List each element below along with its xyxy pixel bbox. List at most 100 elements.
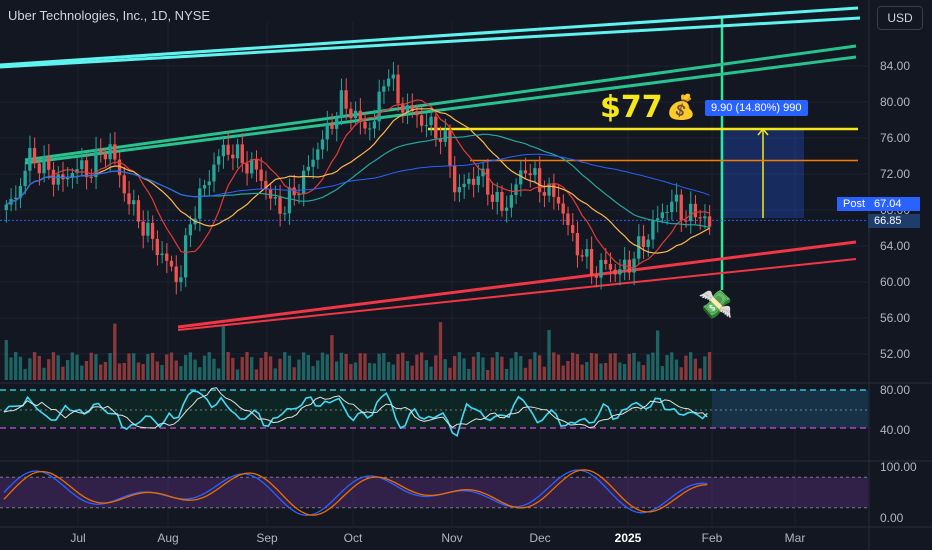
osc-signal-line — [3, 387, 708, 429]
candle-body — [183, 235, 188, 278]
volume-bar — [514, 352, 518, 380]
candle-body — [608, 263, 613, 270]
candle-body — [122, 175, 126, 194]
candle-body — [231, 154, 235, 159]
volume-bar — [254, 369, 259, 380]
volume-bar — [655, 330, 660, 380]
volume-bar — [434, 355, 438, 380]
candle-body — [528, 173, 532, 176]
candle-body — [278, 197, 282, 214]
candle-body — [42, 156, 46, 174]
volume-bar — [618, 362, 622, 380]
volume-bar — [495, 352, 499, 380]
volume-bar — [240, 357, 244, 380]
x-tick-label: 2025 — [615, 531, 642, 545]
currency-button[interactable]: USD — [877, 6, 923, 30]
volume-bar — [65, 360, 70, 380]
volume-bar — [183, 354, 188, 380]
candle-body — [330, 123, 334, 129]
volume-bar — [372, 363, 377, 380]
candle-body — [679, 194, 683, 221]
volume-bar — [349, 364, 353, 380]
candle-body — [235, 144, 240, 159]
ma-fast-line — [6, 99, 710, 269]
volume-bar — [198, 367, 202, 380]
candle-body — [410, 105, 414, 112]
candle-body — [651, 220, 655, 240]
volume-bar — [566, 360, 570, 380]
candle-body — [212, 164, 216, 182]
volume-bar — [486, 369, 490, 380]
volume-bar — [363, 353, 367, 380]
volume-bar — [207, 352, 211, 380]
candle-body — [127, 193, 131, 205]
candle-body — [500, 191, 504, 211]
volume-bar — [245, 352, 249, 380]
green-channel-upper — [24, 44, 857, 162]
candle-body — [207, 181, 211, 186]
volume-bar — [585, 361, 589, 380]
volume-bar — [707, 352, 712, 380]
x-tick-label: Aug — [157, 531, 178, 545]
volume-bar — [169, 352, 174, 380]
candle-body — [155, 238, 159, 256]
candle-body — [665, 212, 669, 214]
candle-body — [604, 259, 608, 264]
candle-body — [358, 110, 362, 122]
volume-bar — [75, 354, 79, 380]
candle-body — [250, 159, 254, 174]
candle-body — [438, 138, 443, 142]
candle-body — [287, 187, 292, 214]
candle-body — [674, 194, 679, 202]
candle-body — [386, 78, 391, 87]
volume-bar — [401, 352, 405, 380]
candle-body — [301, 170, 306, 195]
volume-bar — [287, 355, 292, 380]
candle-body — [519, 170, 523, 185]
candle-body — [221, 144, 226, 157]
volume-bar — [127, 353, 131, 380]
x-tick-label: Oct — [344, 531, 363, 545]
volume-bar — [641, 365, 646, 380]
candle-body — [245, 163, 249, 174]
volume-bar — [268, 356, 273, 380]
candle-body — [585, 248, 589, 257]
candle-body — [363, 121, 367, 129]
volume-bar — [500, 356, 504, 380]
volume-bar — [217, 368, 221, 380]
red-channel-lower — [177, 258, 857, 331]
target-price-label: $77 — [600, 90, 663, 125]
volume-bar — [443, 359, 447, 380]
volume-bar — [637, 361, 641, 380]
candle-body — [325, 123, 329, 140]
volume-bar — [146, 353, 150, 380]
volume-bar — [698, 368, 702, 380]
candle-body — [481, 168, 485, 177]
volume-bar — [316, 360, 320, 380]
volume-bar — [23, 368, 27, 380]
volume-bar — [646, 354, 650, 380]
candle-body — [415, 111, 419, 116]
last-price-tag: 66.85 — [868, 214, 920, 228]
candle-body — [349, 108, 353, 119]
volume-bar — [476, 352, 480, 380]
candle-body — [377, 91, 381, 122]
candle-body — [132, 200, 136, 205]
candle-body — [523, 170, 528, 174]
candle-body — [462, 183, 466, 188]
volume-bar — [108, 353, 112, 380]
post-market-label: Post — [837, 197, 872, 211]
candle-body — [306, 166, 310, 171]
candle-body — [552, 183, 556, 197]
candle-body — [457, 187, 462, 193]
candle-body — [693, 203, 698, 218]
candle-body — [486, 168, 490, 195]
volume-bar — [188, 352, 192, 380]
volume-bar — [438, 322, 443, 380]
candle-body — [292, 187, 296, 196]
candle-body — [566, 213, 570, 226]
volume-bar — [311, 366, 315, 380]
volume-bar — [528, 359, 532, 380]
candle-body — [443, 130, 447, 142]
